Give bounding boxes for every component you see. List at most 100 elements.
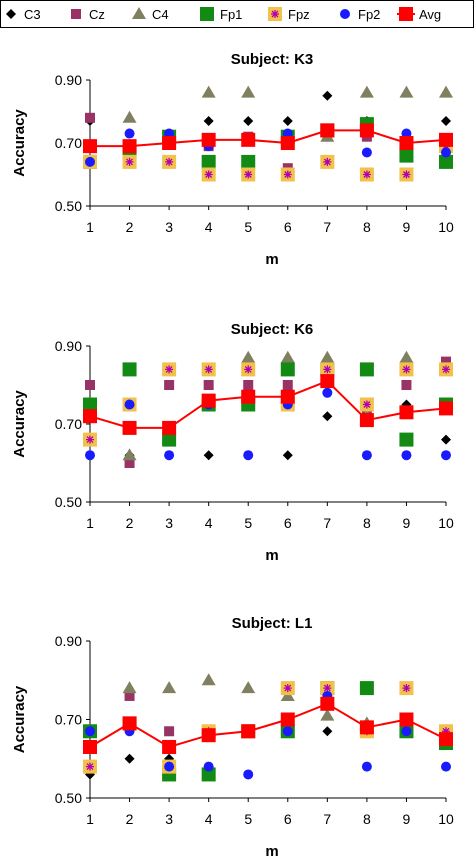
data-point-cz [203,380,214,390]
data-point-fpz [83,759,97,774]
data-point-c3 [203,115,214,126]
x-tick-label: 4 [205,811,213,827]
data-point-c3 [322,726,333,737]
series-fp1 [83,362,453,447]
data-point-avg [122,420,137,435]
data-point-cz [85,112,95,123]
series-avg [83,696,453,754]
chart-subject-l1: Subject: L1 0.50 0.70 0.90 1 2 3 4 5 6 7 8 9 10 m Accur… [11,615,454,860]
series-fpz [83,139,453,182]
data-point-fp1 [201,154,216,169]
legend-item-fp2: Fp2 [340,7,380,22]
x-tick-label: 8 [363,219,371,235]
x-tick-label: 9 [403,811,411,827]
x-tick-label: 5 [244,811,252,827]
data-point-c3 [203,450,214,461]
series-c4 [83,85,453,167]
x-tick-label: 6 [284,811,292,827]
legend-item-c3: C3 [6,7,41,22]
data-point-avg [359,413,374,428]
data-point-fp1 [122,362,137,377]
legend-marker-fpz [268,7,282,21]
legend-label-avg: Avg [419,7,441,22]
data-point-fpz [359,167,374,182]
y-tick-label: 0.90 [55,338,82,354]
data-point-fpz [241,167,256,182]
data-point-fp2 [361,761,372,772]
data-point-avg [83,409,97,424]
data-point-fp1 [241,154,256,169]
y-tick-label: 0.70 [55,416,82,432]
data-point-fp2 [124,128,135,139]
y-axis-label: Accuracy [11,390,28,458]
x-tick-label: 10 [438,219,454,235]
series-c3 [85,399,451,461]
data-point-fp2 [164,450,175,461]
data-point-fp2 [401,450,412,461]
legend-marker-c4 [132,7,146,19]
data-point-c4 [162,681,177,694]
data-point-c4 [320,708,335,721]
data-point-fp1 [201,767,216,782]
data-point-c4 [241,681,256,694]
legend-marker-fp2 [340,9,350,19]
data-point-cz [401,380,412,390]
data-point-avg [439,132,453,147]
x-tick-label: 1 [86,219,94,235]
legend-label-fp1: Fp1 [220,7,242,22]
data-point-avg [280,136,295,150]
y-tick-label: 0.70 [55,135,82,151]
data-point-cz [164,726,175,737]
x-tick-label: 5 [244,515,252,531]
data-point-avg [280,712,295,727]
legend-item-avg: Avg [397,7,441,22]
y-tick-label: 0.50 [55,198,82,214]
data-point-avg [399,712,414,727]
data-point-fpz [399,167,414,182]
x-tick-label: 1 [86,515,94,531]
x-tick-label: 9 [403,219,411,235]
legend-label-cz: Cz [89,7,105,22]
data-point-avg [359,720,374,735]
legend-marker-cz [71,9,81,19]
series-avg [83,123,453,154]
data-point-fpz [280,167,295,182]
y-axis-label: Accuracy [11,685,28,753]
x-tick-label: 6 [284,219,292,235]
data-point-fp2 [282,726,293,737]
data-point-fpz [201,362,216,377]
data-point-fp1 [359,362,374,377]
data-point-fpz [439,362,453,377]
legend-marker-fp1 [200,7,214,21]
data-point-avg [241,724,256,739]
series-avg [83,374,453,435]
y-tick-label: 0.90 [55,72,82,88]
data-point-fp1 [439,154,453,169]
data-point-c4 [241,350,256,363]
data-point-c3 [322,90,333,101]
data-point-avg [162,739,177,754]
data-point-c4 [122,448,137,461]
data-point-avg [439,401,453,416]
data-point-avg [359,123,374,138]
x-tick-label: 2 [126,515,134,531]
data-point-c4 [399,350,414,363]
y-tick-label: 0.50 [55,494,82,510]
data-point-c4 [359,85,374,98]
data-point-c3 [243,115,254,126]
legend-label-c4: C4 [152,7,169,22]
data-point-c4 [201,85,216,98]
series-fp1 [83,117,453,169]
x-tick-label: 10 [438,515,454,531]
x-tick-label: 8 [363,811,371,827]
data-point-fp2 [361,147,372,158]
x-tick-label: 3 [165,515,173,531]
data-point-c3 [282,450,293,461]
y-tick-label: 0.70 [55,712,82,728]
data-point-fpz [359,397,374,412]
x-tick-label: 1 [86,811,94,827]
x-tick-label: 6 [284,515,292,531]
data-point-fp2 [441,450,451,461]
data-point-avg [83,139,97,154]
data-point-avg [280,389,295,404]
